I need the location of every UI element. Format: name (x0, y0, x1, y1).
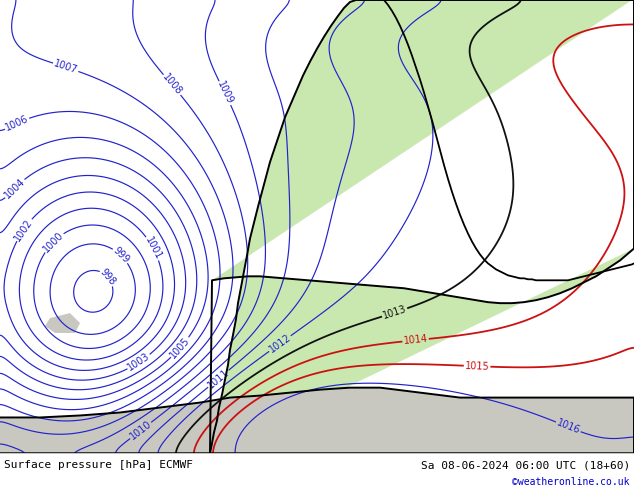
Text: 1001: 1001 (143, 235, 164, 262)
Text: 1015: 1015 (465, 361, 489, 372)
Text: 1005: 1005 (169, 335, 192, 360)
Text: 1014: 1014 (403, 334, 429, 346)
Text: Sa 08-06-2024 06:00 UTC (18+60): Sa 08-06-2024 06:00 UTC (18+60) (421, 460, 630, 470)
Text: 1013: 1013 (382, 304, 408, 321)
Text: 1010: 1010 (128, 419, 153, 442)
Text: ©weatheronline.co.uk: ©weatheronline.co.uk (512, 477, 630, 487)
Text: 1012: 1012 (267, 332, 293, 355)
Polygon shape (210, 0, 634, 453)
Text: 1004: 1004 (3, 176, 27, 200)
Polygon shape (0, 388, 634, 453)
Text: 1003: 1003 (126, 351, 152, 373)
Text: 1009: 1009 (215, 80, 235, 106)
Text: 1007: 1007 (53, 59, 79, 76)
Text: 1016: 1016 (555, 418, 581, 436)
Text: Surface pressure [hPa] ECMWF: Surface pressure [hPa] ECMWF (4, 460, 193, 470)
Text: 1011: 1011 (205, 367, 231, 391)
Polygon shape (45, 313, 80, 333)
Text: 999: 999 (111, 245, 131, 266)
Text: 1000: 1000 (41, 230, 65, 254)
Text: 998: 998 (98, 267, 118, 288)
Text: 1002: 1002 (13, 217, 35, 243)
Text: 1006: 1006 (4, 114, 30, 133)
Text: 1008: 1008 (160, 72, 184, 98)
